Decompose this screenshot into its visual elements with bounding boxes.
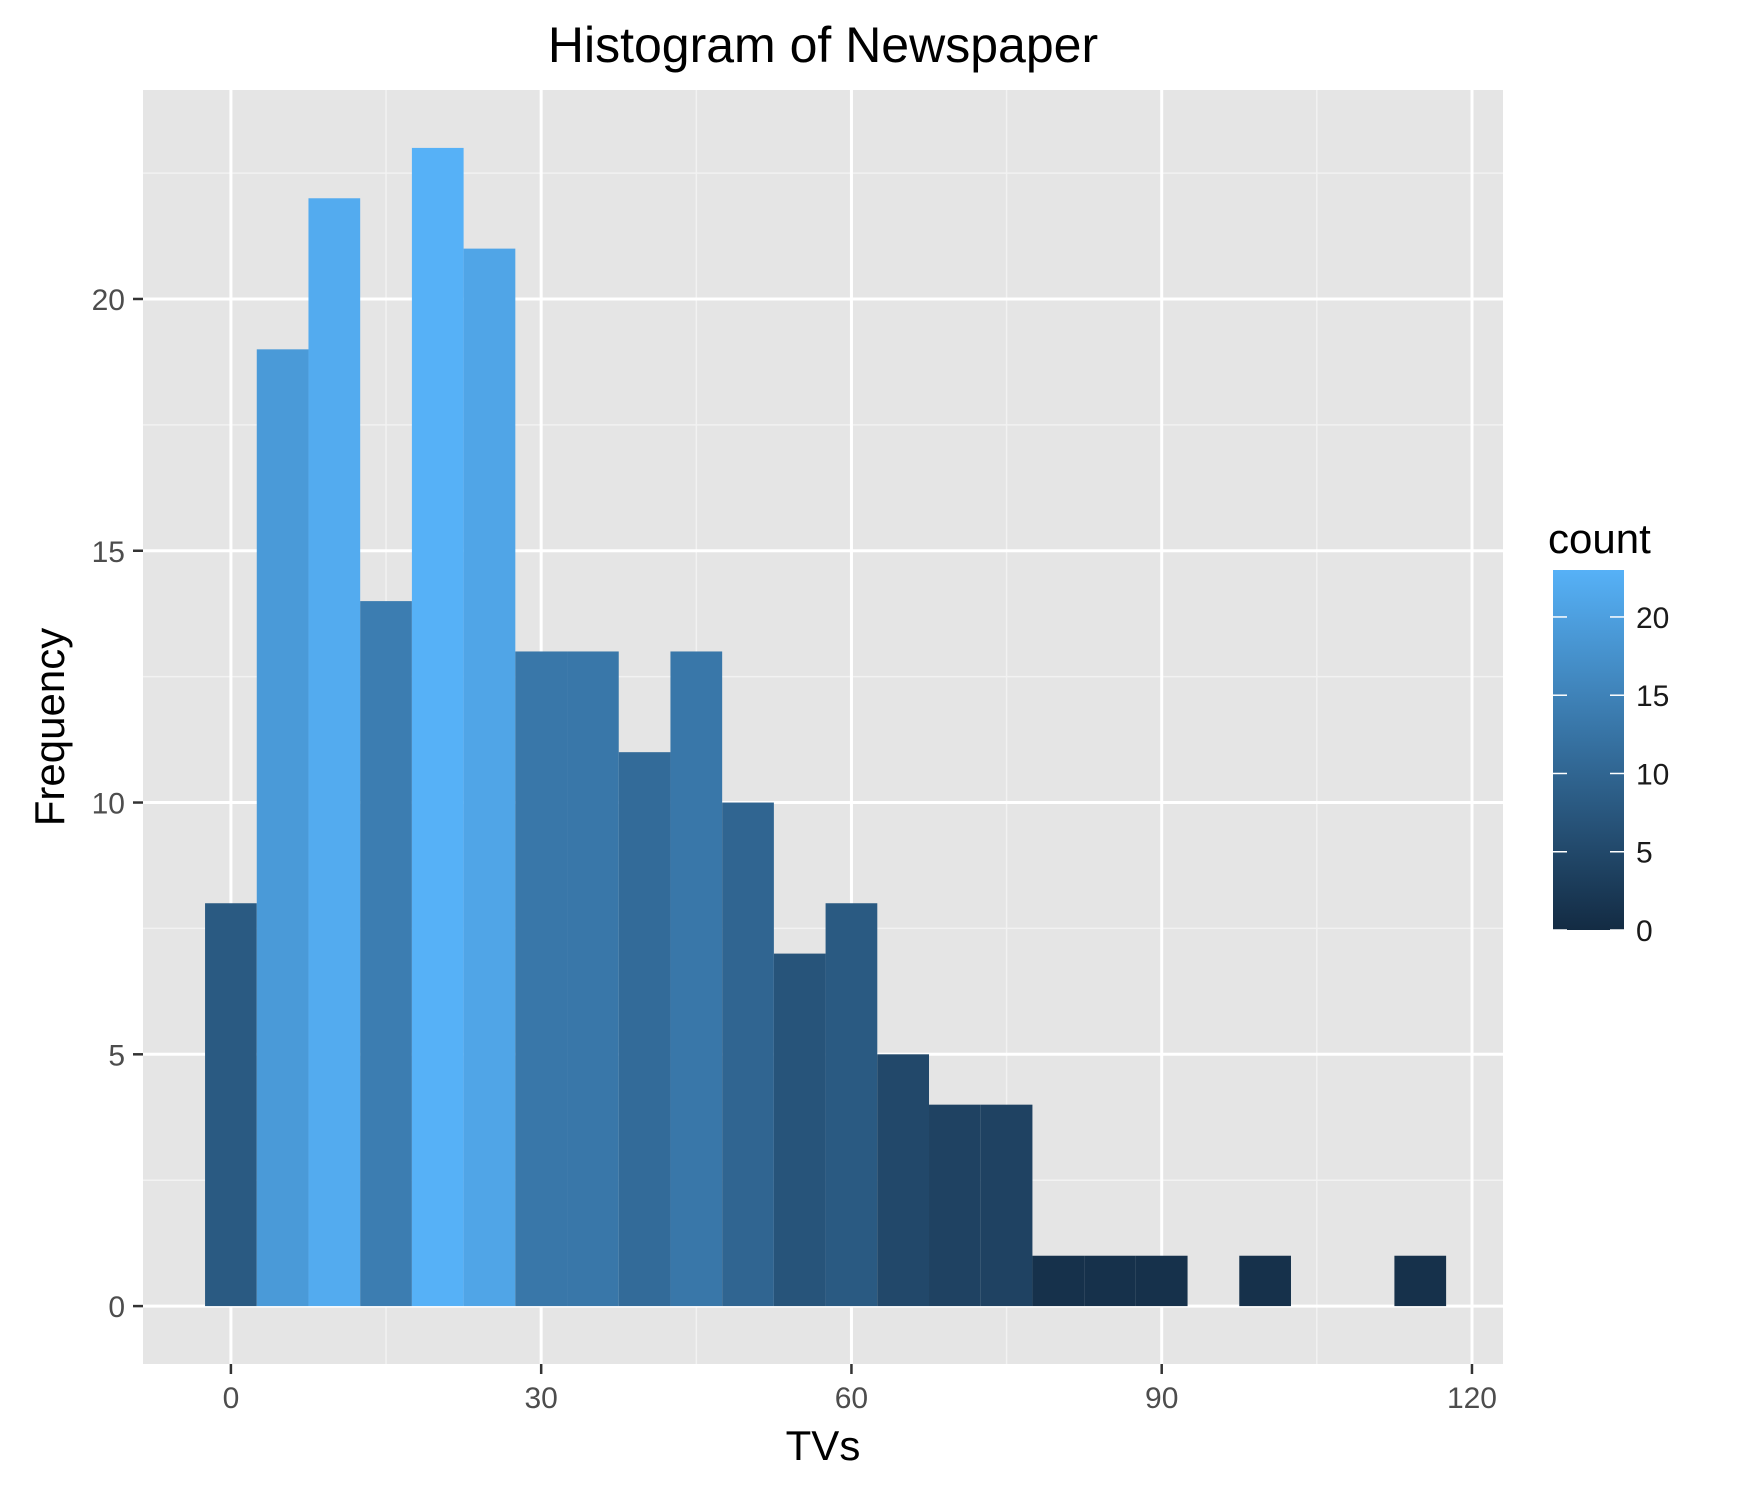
legend-title: count — [1548, 515, 1651, 562]
histogram-bar — [360, 601, 412, 1307]
x-tick-label: 90 — [1145, 1382, 1178, 1415]
histogram-bar — [722, 802, 774, 1307]
histogram-bar — [618, 752, 671, 1307]
histogram-bar — [411, 147, 464, 1307]
y-tick-label: 15 — [92, 536, 125, 569]
legend-tick-label: 15 — [1636, 680, 1669, 713]
y-axis-title: Frequency — [26, 628, 73, 826]
x-axis: 0 30 60 90 120 — [223, 1364, 1497, 1415]
x-tick-label: 0 — [223, 1382, 240, 1415]
histogram-bar — [1135, 1255, 1188, 1307]
y-tick-label: 0 — [108, 1291, 125, 1324]
histogram-bar — [825, 903, 878, 1307]
y-tick-label: 10 — [92, 788, 125, 821]
histogram-bar — [1084, 1255, 1136, 1307]
histogram-bar — [929, 1104, 981, 1307]
y-tick-label: 5 — [108, 1039, 125, 1072]
chart-title: Histogram of Newspaper — [548, 17, 1098, 73]
histogram-bar — [256, 349, 309, 1307]
histogram-bar — [980, 1104, 1033, 1307]
histogram-bar — [515, 651, 568, 1307]
x-tick-label: 30 — [524, 1382, 557, 1415]
histogram-bar — [308, 198, 361, 1307]
y-tick-label: 20 — [92, 284, 125, 317]
color-legend: count 0 5 10 15 20 — [1548, 515, 1669, 948]
histogram-bar — [205, 903, 257, 1307]
histogram-bar — [1032, 1255, 1085, 1307]
histogram-bar — [877, 1054, 930, 1307]
histogram-bar — [463, 248, 516, 1307]
histogram-bar — [773, 953, 826, 1307]
legend-tick-label: 0 — [1636, 915, 1653, 948]
histogram-bar — [1239, 1255, 1291, 1307]
legend-tick-label: 20 — [1636, 602, 1669, 635]
histogram-bar — [567, 651, 619, 1307]
histogram-bar — [670, 651, 723, 1307]
legend-tick-label: 5 — [1636, 837, 1653, 870]
histogram-bars — [205, 147, 1447, 1307]
legend-colorbar — [1553, 570, 1624, 930]
legend-ticks: 0 5 10 15 20 — [1553, 602, 1669, 948]
histogram-bar — [1394, 1255, 1447, 1307]
x-tick-label: 120 — [1447, 1382, 1497, 1415]
x-tick-label: 60 — [835, 1382, 868, 1415]
y-axis: 0 5 10 15 20 — [92, 284, 143, 1324]
legend-tick-label: 10 — [1636, 758, 1669, 791]
x-axis-title: TVs — [786, 1422, 861, 1469]
